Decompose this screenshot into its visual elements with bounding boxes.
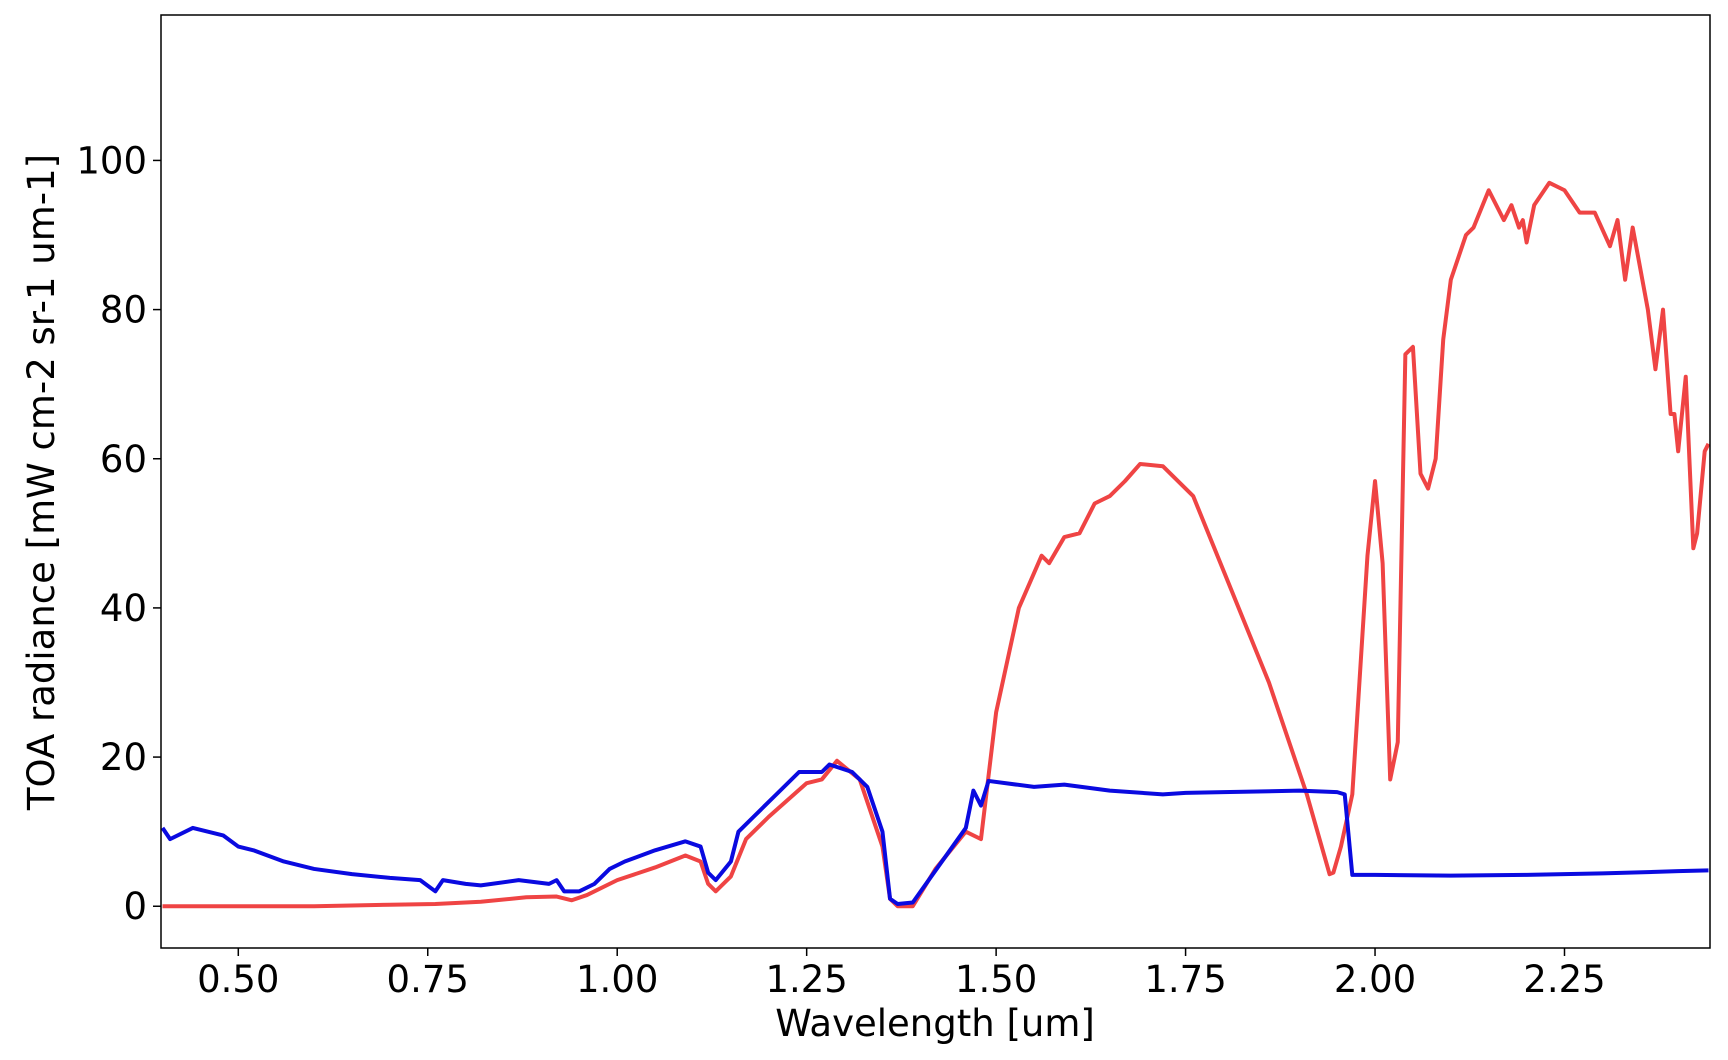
y-tick-label: 40: [100, 587, 147, 630]
y-tick-label: 20: [100, 736, 147, 779]
x-axis-label: Wavelength [um]: [775, 1002, 1095, 1045]
x-tick-label: 1.75: [1144, 958, 1226, 1001]
x-tick-label: 1.50: [955, 958, 1037, 1001]
y-axis-label: TOA radiance [mW cm-2 sr-1 um-1]: [20, 154, 63, 811]
x-tick-label: 0.50: [197, 958, 279, 1001]
y-tick-label: 0: [123, 885, 147, 928]
x-tick-label: 2.00: [1334, 958, 1416, 1001]
x-tick-label: 2.25: [1523, 958, 1605, 1001]
x-tick-label: 1.00: [576, 958, 658, 1001]
x-tick-label: 1.25: [765, 958, 847, 1001]
y-tick-label: 60: [100, 438, 147, 481]
y-tick-label: 80: [100, 289, 147, 332]
line-series: [162, 180, 1710, 909]
plot-frame: [160, 14, 1711, 949]
x-tick-label: 0.75: [387, 958, 469, 1001]
y-tick-label: 100: [76, 139, 147, 182]
line-series: [161, 762, 1709, 906]
